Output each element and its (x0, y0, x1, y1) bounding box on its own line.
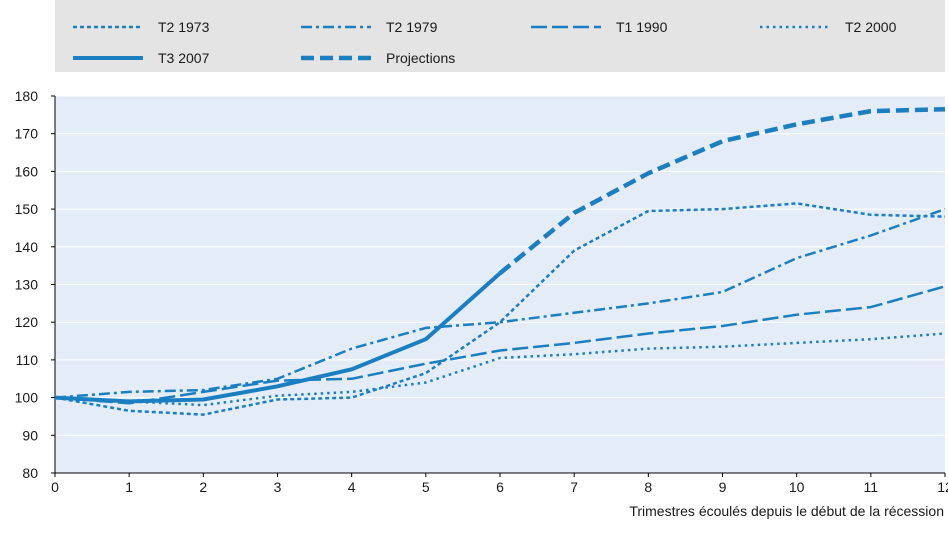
x-tick-label-3: 3 (274, 479, 282, 495)
x-tick-label-1: 1 (125, 479, 133, 495)
y-tick-label-140: 140 (15, 239, 39, 255)
x-tick-label-8: 8 (644, 479, 652, 495)
series-line-t2-1979 (54, 207, 946, 399)
x-tick-label-10: 10 (789, 479, 805, 495)
x-axis-label: Trimestres écoulés depuis le début de la… (629, 503, 944, 519)
series-lines (54, 106, 946, 416)
x-tick-label-9: 9 (719, 479, 727, 495)
axes (51, 95, 946, 477)
legend-label-t2-2000: T2 2000 (845, 19, 897, 35)
legend-label-t2-1979: T2 1979 (386, 19, 438, 35)
y-tick-label-170: 170 (15, 126, 39, 142)
legend-label-projections: Projections (386, 50, 455, 66)
legend-label-t2-1973: T2 1973 (158, 19, 210, 35)
y-tick-label-110: 110 (16, 352, 39, 368)
legend: T2 1973 T2 1979 T1 1990 T2 2000 T3 2007 Proje… (73, 19, 897, 66)
x-tick-label-6: 6 (496, 479, 504, 495)
legend-label-t3-2007: T3 2007 (158, 50, 210, 66)
y-tick-label-130: 130 (15, 277, 39, 293)
y-tick-label-80: 80 (22, 465, 38, 481)
y-tick-label-160: 160 (15, 163, 39, 179)
legend-label-t1-1990: T1 1990 (616, 19, 668, 35)
series-line-t2-2000 (54, 332, 946, 407)
x-tick-label-12: 12 (937, 479, 948, 495)
x-tick-label-5: 5 (422, 479, 430, 495)
y-tick-label-180: 180 (15, 88, 39, 104)
y-tick-label-120: 120 (15, 314, 39, 330)
y-tick-label-100: 100 (15, 390, 39, 406)
legend-box (55, 0, 945, 72)
x-tick-label-11: 11 (864, 479, 879, 495)
x-tick-label-0: 0 (51, 479, 59, 495)
y-tick-label-90: 90 (22, 427, 38, 443)
y-tick-label-150: 150 (15, 201, 39, 217)
series-line-t3-2007 (54, 271, 502, 404)
series-line-projections (498, 106, 946, 275)
series-line-t2-1973 (54, 202, 946, 416)
x-tick-label-7: 7 (570, 479, 578, 495)
x-tick-label-4: 4 (348, 479, 356, 495)
x-tick-label-2: 2 (199, 479, 207, 495)
series-line-t1-1990 (54, 285, 946, 405)
